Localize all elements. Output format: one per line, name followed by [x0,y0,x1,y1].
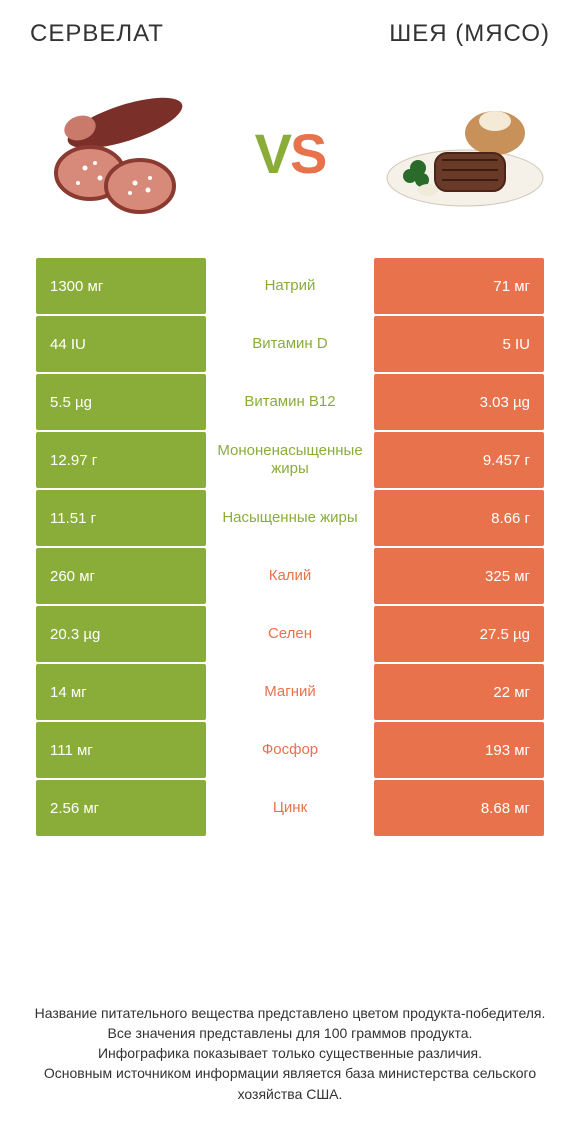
table-row: 111 мгФосфор193 мг [36,722,544,778]
footer-line: Инфографика показывает только существенн… [20,1043,560,1063]
table-row: 11.51 гНасыщенные жиры8.66 г [36,490,544,546]
left-value: 12.97 г [36,432,206,488]
table-row: 12.97 гМононенасыщенные жиры9.457 г [36,432,544,488]
right-product-title: ШЕЯ (МЯСО) [389,20,550,48]
left-food-image [30,88,200,218]
right-value: 27.5 µg [374,606,544,662]
nutrient-label: Магний [206,664,374,720]
left-value: 44 IU [36,316,206,372]
table-row: 44 IUВитамин D5 IU [36,316,544,372]
right-value: 71 мг [374,258,544,314]
footer-text: Название питательного вещества представл… [0,973,580,1144]
left-value: 5.5 µg [36,374,206,430]
left-value: 11.51 г [36,490,206,546]
right-value: 5 IU [374,316,544,372]
vs-s: S [290,122,325,185]
left-value: 20.3 µg [36,606,206,662]
left-value: 260 мг [36,548,206,604]
right-value: 325 мг [374,548,544,604]
vs-v: V [255,122,290,185]
right-value: 3.03 µg [374,374,544,430]
images-row: VS [0,58,580,258]
right-value: 9.457 г [374,432,544,488]
table-row: 20.3 µgСелен27.5 µg [36,606,544,662]
table-row: 5.5 µgВитамин B123.03 µg [36,374,544,430]
right-value: 8.66 г [374,490,544,546]
footer-line: Основным источником информации является … [20,1063,560,1104]
left-value: 2.56 мг [36,780,206,836]
vs-label: VS [255,121,326,186]
nutrient-label: Калий [206,548,374,604]
right-value: 8.68 мг [374,780,544,836]
nutrient-label: Фосфор [206,722,374,778]
table-row: 2.56 мгЦинк8.68 мг [36,780,544,836]
left-value: 1300 мг [36,258,206,314]
header: СЕРВЕЛАТ ШЕЯ (МЯСО) [0,0,580,58]
left-value: 111 мг [36,722,206,778]
footer-line: Все значения представлены для 100 граммо… [20,1023,560,1043]
nutrient-label: Селен [206,606,374,662]
nutrient-label: Цинк [206,780,374,836]
nutrient-label: Насыщенные жиры [206,490,374,546]
table-row: 14 мгМагний22 мг [36,664,544,720]
nutrient-label: Витамин B12 [206,374,374,430]
right-value: 22 мг [374,664,544,720]
comparison-table: 1300 мгНатрий71 мг44 IUВитамин D5 IU5.5 … [0,258,580,838]
right-value: 193 мг [374,722,544,778]
right-food-image [380,88,550,218]
nutrient-label: Витамин D [206,316,374,372]
nutrient-label: Мононенасыщенные жиры [206,432,374,488]
table-row: 260 мгКалий325 мг [36,548,544,604]
table-row: 1300 мгНатрий71 мг [36,258,544,314]
footer-line: Название питательного вещества представл… [20,1003,560,1023]
left-value: 14 мг [36,664,206,720]
nutrient-label: Натрий [206,258,374,314]
left-product-title: СЕРВЕЛАТ [30,20,164,48]
